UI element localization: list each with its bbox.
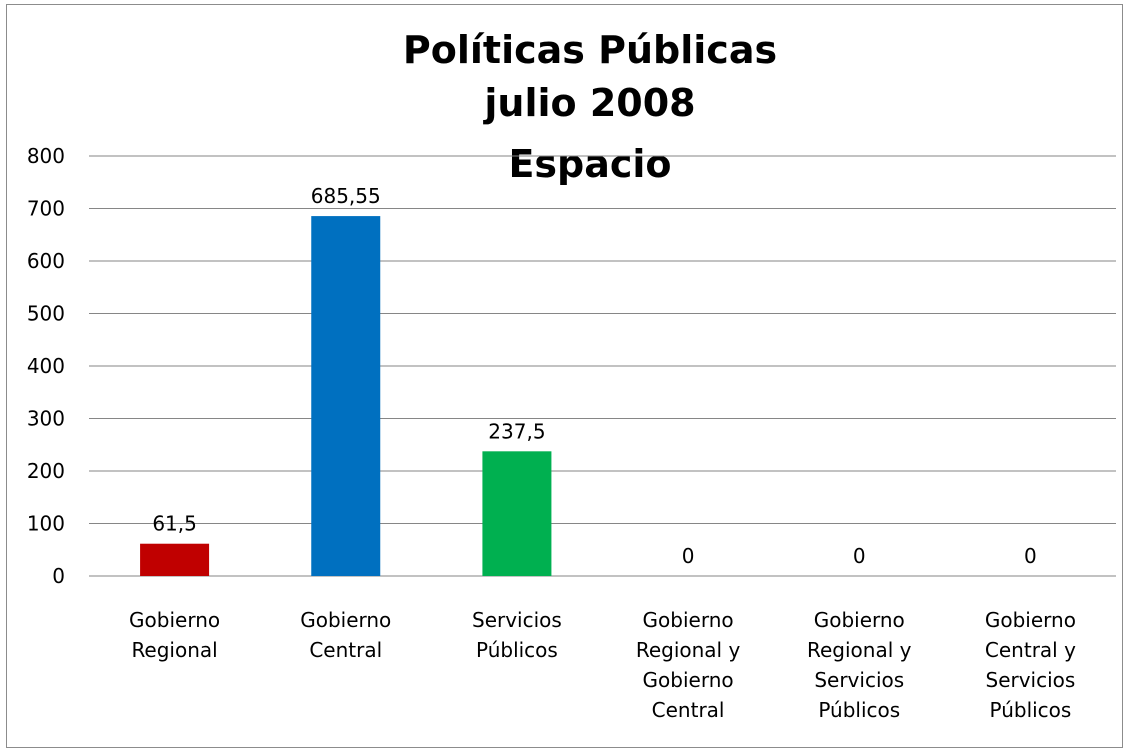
bars: [140, 216, 552, 576]
category-label-line: Gobierno: [129, 608, 220, 632]
y-tick-label: 800: [27, 144, 65, 168]
chart-frame: Políticas Públicas julio 2008 Espacio 0 1…: [6, 4, 1123, 748]
category-label-line: Regional y: [636, 638, 741, 662]
category-label-line: Central: [309, 638, 382, 662]
y-tick-label: 300: [27, 407, 65, 431]
category-label-line: Central y: [985, 638, 1076, 662]
category-label: Gobierno Central y Servicios Públicos: [985, 608, 1076, 722]
category-label-line: Públicos: [989, 698, 1071, 722]
data-label: 0: [853, 544, 866, 568]
category-label-line: Gobierno: [985, 608, 1076, 632]
data-label: 685,55: [311, 184, 381, 208]
data-labels: 61,5 685,55 237,5 0 0 0: [152, 184, 1036, 568]
category-label: Servicios Públicos: [472, 608, 562, 662]
category-label-line: Gobierno: [643, 668, 734, 692]
category-label: Gobierno Regional y Gobierno Central: [636, 608, 741, 722]
y-tick-label: 200: [27, 459, 65, 483]
bar: [140, 543, 210, 576]
category-label-line: Públicos: [476, 638, 558, 662]
data-label: 237,5: [488, 419, 545, 443]
category-label: Gobierno Regional: [129, 608, 220, 662]
data-label: 61,5: [152, 512, 197, 536]
category-label-line: Servicios: [472, 608, 562, 632]
y-tick-label: 0: [52, 564, 65, 588]
data-label: 0: [682, 544, 695, 568]
category-label-line: Regional y: [807, 638, 912, 662]
category-label-line: Central: [652, 698, 725, 722]
category-label-line: Servicios: [814, 668, 904, 692]
y-tick-label: 500: [27, 302, 65, 326]
x-axis-categories: Gobierno Regional Gobierno Central Servicios…: [129, 608, 1076, 722]
y-tick-label: 400: [27, 354, 65, 378]
gridlines: [89, 155, 1116, 577]
bar-chart: Políticas Públicas julio 2008 Espacio 0 1…: [27, 28, 1116, 722]
category-label-line: Servicios: [986, 668, 1076, 692]
category-label-line: Gobierno: [300, 608, 391, 632]
chart-title: Políticas Públicas julio 2008 Espacio: [403, 28, 777, 186]
bar: [482, 451, 552, 576]
y-tick-label: 600: [27, 249, 65, 273]
chart-title-line-1: Políticas Públicas: [403, 28, 777, 72]
y-tick-label: 100: [27, 512, 65, 536]
data-label: 0: [1024, 544, 1037, 568]
y-tick-label: 700: [27, 197, 65, 221]
chart-title-line-2: julio 2008: [482, 81, 695, 125]
category-label-line: Públicos: [818, 698, 900, 722]
category-label: Gobierno Regional y Servicios Públicos: [807, 608, 912, 722]
category-label-line: Regional: [131, 638, 217, 662]
category-label: Gobierno Central: [300, 608, 391, 662]
category-label-line: Gobierno: [814, 608, 905, 632]
category-label-line: Gobierno: [643, 608, 734, 632]
bar: [311, 216, 381, 576]
chart-title-line-3: Espacio: [508, 142, 671, 186]
y-axis-ticks: 0 100 200 300 400 500 600 700 800: [27, 144, 65, 588]
